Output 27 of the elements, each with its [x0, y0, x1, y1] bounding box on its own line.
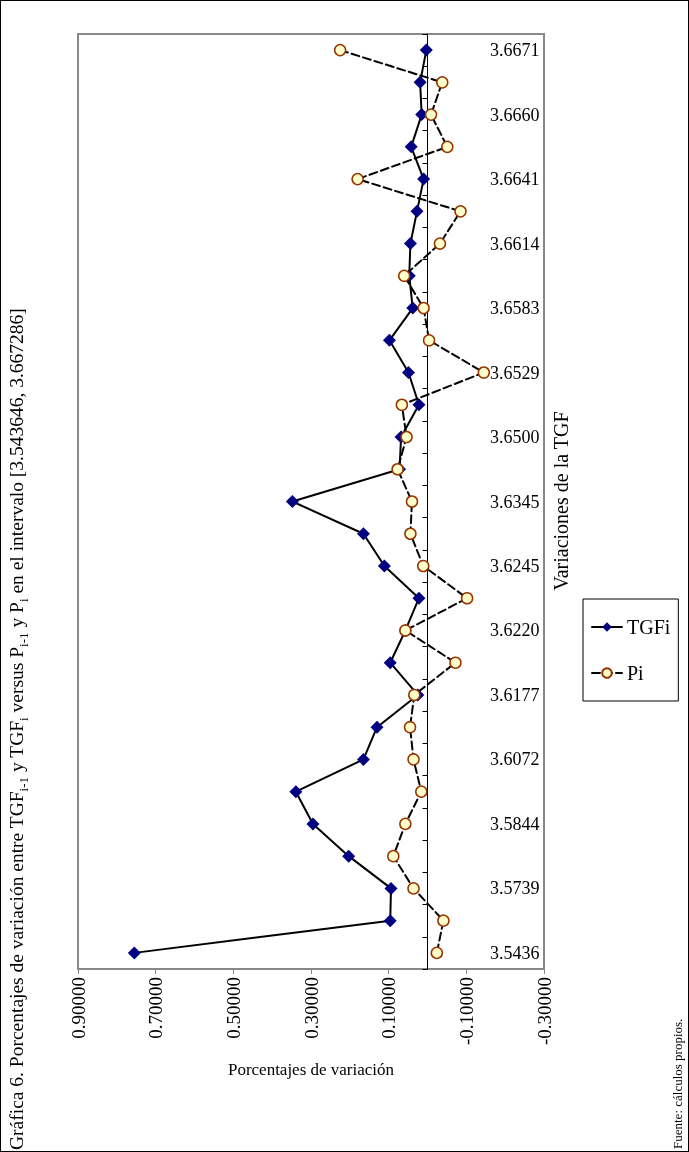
y-tick-label: 3.6671	[490, 40, 540, 61]
y-tick-label: 3.6529	[490, 362, 540, 383]
y-axis-title: Variaciones de la TGF	[549, 410, 573, 593]
x-tick-label: 0.50000	[222, 977, 244, 1039]
y-tick-label: 3.6072	[490, 749, 540, 770]
x-axis-title: Porcentajes de variación	[227, 1060, 395, 1079]
y-tick-label: 3.6220	[490, 620, 540, 641]
y-tick-label: 3.6177	[490, 684, 540, 705]
y-tick-label: 3.5844	[490, 813, 540, 834]
y-tick-label: 3.6660	[490, 104, 540, 125]
x-tick-label: 0.30000	[300, 977, 322, 1039]
source-note: Fuente: cálculos propios.	[669, 1017, 686, 1149]
y-tick-label: 3.6345	[490, 491, 540, 512]
legend-label: Pi	[627, 662, 645, 684]
x-tick-label: -0.30000	[533, 977, 555, 1046]
y-tick-label: 3.6614	[490, 233, 540, 254]
legend-label: TGFi	[627, 616, 671, 638]
y-tick-label: 3.6583	[490, 298, 540, 319]
x-tick-label: 0.10000	[378, 977, 400, 1039]
y-tick-label: 3.6641	[490, 169, 540, 190]
x-tick-label: 0.70000	[145, 977, 167, 1039]
x-tick-label: 0.90000	[67, 977, 89, 1039]
y-tick-label: 3.6245	[490, 555, 540, 576]
x-tick-label: -0.10000	[455, 977, 477, 1046]
y-tick-label: 3.5436	[490, 942, 540, 963]
y-tick-label: 3.6500	[490, 427, 540, 448]
y-tick-label: 3.5739	[490, 878, 540, 899]
